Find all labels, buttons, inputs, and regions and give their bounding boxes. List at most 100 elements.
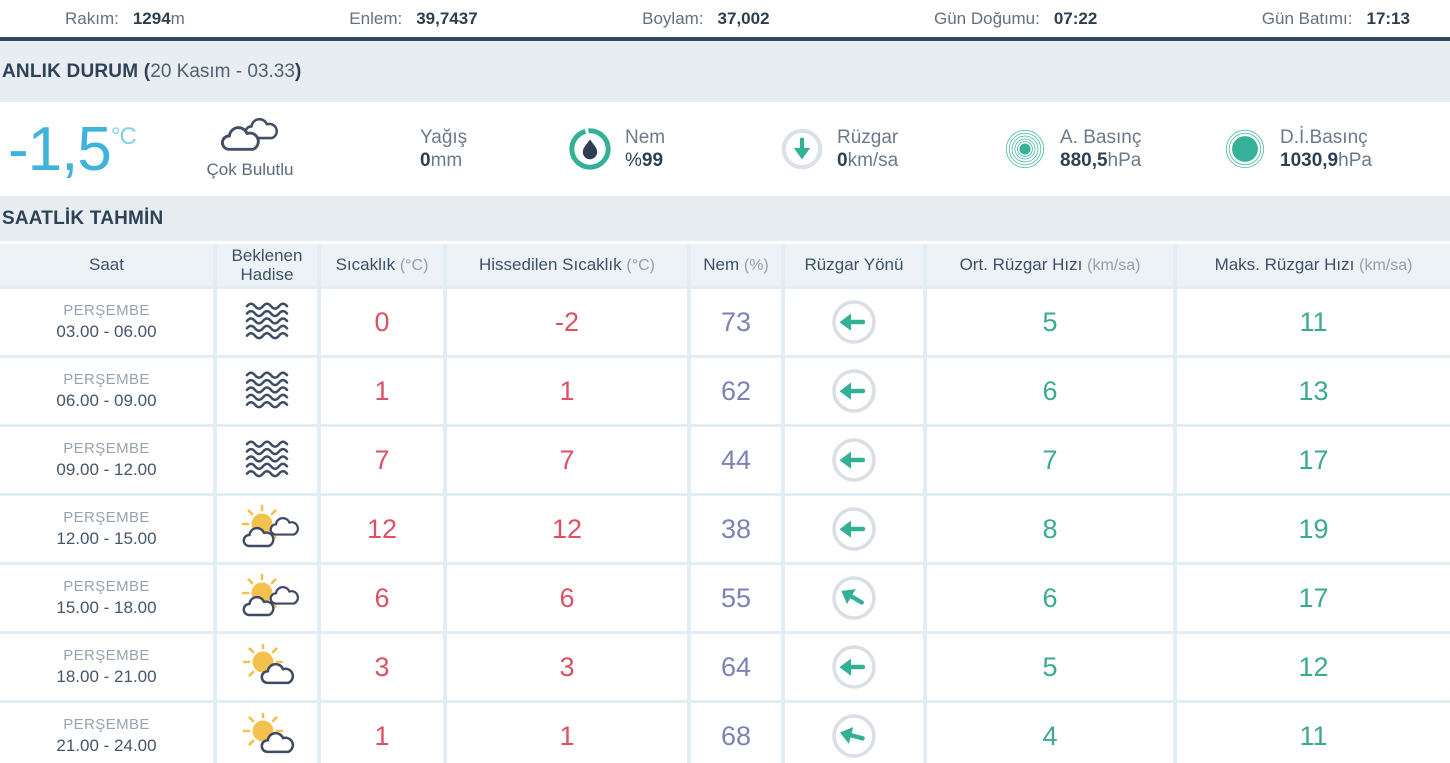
forecast-day: PERŞEMBE <box>63 302 150 319</box>
forecast-time-range: 06.00 - 09.00 <box>56 391 157 410</box>
forecast-wind-direction-cell <box>785 289 923 355</box>
altitude-info: Rakım: 1294m <box>65 9 185 29</box>
humidity-value: 99 <box>641 149 664 171</box>
forecast-humidity-cell: 38 <box>691 496 781 562</box>
sunset-label: Gün Batımı: <box>1261 8 1353 28</box>
forecast-condition-cell <box>217 703 317 763</box>
avg-wind-speed-value: 6 <box>1042 375 1058 406</box>
forecast-max-wind-cell: 17 <box>1177 427 1450 493</box>
current-temperature-unit: °C <box>110 122 137 150</box>
forecast-feels-like-cell: 1 <box>447 358 687 424</box>
latitude-value: 39,7437 <box>416 8 478 28</box>
altitude-label: Rakım: <box>65 8 119 28</box>
sea-level-pressure-icon <box>1223 127 1267 171</box>
forecast-condition-cell <box>217 565 317 631</box>
forecast-avg-wind-cell: 4 <box>927 703 1173 763</box>
temperature-value: 7 <box>374 444 390 475</box>
column-header-wind-direction: Rüzgar Yönü <box>785 244 923 286</box>
forecast-feels-like-cell: 7 <box>447 427 687 493</box>
forecast-feels-like-cell: 3 <box>447 634 687 700</box>
forecast-feels-like-cell: 12 <box>447 496 687 562</box>
wind-direction-arrow-icon <box>831 437 877 483</box>
sunrise-value: 07:22 <box>1053 8 1098 28</box>
feels-like-value: -2 <box>554 306 579 337</box>
avg-wind-speed-value: 7 <box>1042 444 1058 475</box>
column-header-humidity: Nem (%) <box>691 244 781 286</box>
forecast-temperature-cell: 6 <box>321 565 443 631</box>
current-condition: Çok Bulutlu <box>183 102 317 196</box>
column-header-avg-wind-speed: Ort. Rüzgar Hızı (km/sa) <box>927 244 1173 286</box>
forecast-time-cell: PERŞEMBE 18.00 - 21.00 <box>0 634 213 700</box>
sun-cloud-icon <box>237 713 297 759</box>
temperature-value: 6 <box>374 582 390 613</box>
forecast-time-cell: PERŞEMBE 06.00 - 09.00 <box>0 358 213 424</box>
forecast-wind-direction-cell <box>785 703 923 763</box>
wind-unit: km/sa <box>847 149 899 171</box>
pressure-ripple-icon <box>1003 127 1047 171</box>
current-section-timestamp: 20 Kasım - 03.33 <box>150 60 295 82</box>
column-header-condition: Beklenen Hadise <box>217 244 317 286</box>
forecast-humidity-cell: 44 <box>691 427 781 493</box>
forecast-max-wind-cell: 11 <box>1177 289 1450 355</box>
forecast-temperature-cell: 0 <box>321 289 443 355</box>
forecast-feels-like-cell: 6 <box>447 565 687 631</box>
temperature-value: 3 <box>374 651 390 682</box>
humidity-value: 62 <box>720 375 752 406</box>
station-info-bar: Rakım: 1294m Enlem: 39,7437 Boylam: 37,0… <box>0 0 1450 37</box>
precipitation-label: Yağış <box>420 126 468 148</box>
forecast-condition-cell <box>217 496 317 562</box>
feels-like-value: 3 <box>559 651 575 682</box>
forecast-feels-like-cell: 1 <box>447 703 687 763</box>
wind-direction-arrow-icon <box>831 299 877 345</box>
forecast-day: PERŞEMBE <box>63 509 150 526</box>
humidity-label: Nem <box>625 126 666 148</box>
wind-direction-arrow-icon <box>831 368 877 414</box>
latitude-info: Enlem: 39,7437 <box>349 9 477 29</box>
forecast-avg-wind-cell: 5 <box>927 289 1173 355</box>
forecast-humidity-cell: 64 <box>691 634 781 700</box>
forecast-avg-wind-cell: 7 <box>927 427 1173 493</box>
forecast-humidity-cell: 68 <box>691 703 781 763</box>
forecast-avg-wind-cell: 8 <box>927 496 1173 562</box>
wind-value: 0 <box>837 149 848 171</box>
sun-cloud-icon <box>237 644 297 690</box>
sea-level-pressure-unit: hPa <box>1338 149 1372 171</box>
column-header-feels-like: Hissedilen Sıcaklık (°C) <box>447 244 687 286</box>
precipitation-metric: Yağış 0mm <box>420 102 467 196</box>
humidity-value: 64 <box>720 651 752 682</box>
forecast-condition-cell <box>217 427 317 493</box>
humidity-prefix: % <box>625 149 642 171</box>
humidity-metric: Nem %99 <box>568 102 665 196</box>
avg-wind-speed-value: 5 <box>1042 306 1058 337</box>
humidity-value: 55 <box>720 582 752 613</box>
humidity-value: 68 <box>720 720 752 751</box>
hourly-forecast-table: Saat Beklenen Hadise Sıcaklık (°C) Hisse… <box>0 244 1450 763</box>
temperature-value: 12 <box>366 513 398 544</box>
forecast-wind-direction-cell <box>785 427 923 493</box>
precipitation-unit: mm <box>430 149 463 171</box>
max-wind-speed-value: 13 <box>1298 375 1329 406</box>
forecast-temperature-cell: 12 <box>321 496 443 562</box>
longitude-label: Boylam: <box>642 8 704 28</box>
forecast-time-range: 21.00 - 24.00 <box>56 736 157 755</box>
actual-pressure-value: 880,5 <box>1060 149 1108 171</box>
temperature-value: 0 <box>374 306 390 337</box>
forecast-time-range: 15.00 - 18.00 <box>56 598 157 617</box>
forecast-time-range: 03.00 - 06.00 <box>56 322 157 341</box>
fog-icon <box>245 371 289 411</box>
forecast-avg-wind-cell: 6 <box>927 358 1173 424</box>
sunset-value: 17:13 <box>1366 8 1410 28</box>
forecast-max-wind-cell: 12 <box>1177 634 1450 700</box>
avg-wind-speed-value: 8 <box>1042 513 1058 544</box>
forecast-max-wind-cell: 19 <box>1177 496 1450 562</box>
avg-wind-speed-value: 6 <box>1042 582 1058 613</box>
feels-like-value: 1 <box>559 375 575 406</box>
actual-pressure-metric: A. Basınç 880,5hPa <box>1003 102 1141 196</box>
forecast-time-range: 18.00 - 21.00 <box>56 667 157 686</box>
hourly-section-title: SAATLİK TAHMİN <box>2 207 164 229</box>
avg-wind-speed-value: 5 <box>1042 651 1058 682</box>
forecast-day: PERŞEMBE <box>63 716 150 733</box>
longitude-value: 37,002 <box>717 8 770 28</box>
sun-clouds-icon <box>234 574 300 622</box>
max-wind-speed-value: 19 <box>1298 513 1329 544</box>
